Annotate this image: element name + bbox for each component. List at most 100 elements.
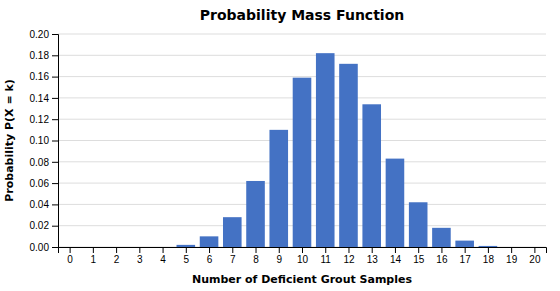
x-tick-label: 11: [321, 254, 332, 265]
x-tick-mark: [395, 247, 396, 253]
y-tick-mark: [52, 119, 58, 120]
x-tick-label: 14: [390, 254, 402, 265]
x-tick-label: 9: [276, 254, 282, 265]
y-tick-mark: [52, 226, 58, 227]
grid-line: [58, 76, 546, 77]
bar: [479, 246, 498, 247]
bar: [246, 181, 265, 247]
x-tick-label: 15: [413, 254, 425, 265]
x-tick-label: 2: [114, 254, 120, 265]
y-tick-mark: [52, 162, 58, 163]
y-tick-mark: [52, 55, 58, 56]
bar: [502, 247, 521, 248]
y-tick-label: 0.10: [30, 135, 50, 146]
x-tick: 11: [321, 247, 332, 265]
bar: [153, 247, 172, 248]
x-axis-line: [59, 248, 547, 254]
x-tick: 16: [436, 247, 448, 265]
x-tick-label: 20: [529, 254, 541, 265]
y-axis-title: Probability P(X = k): [3, 79, 16, 202]
bar: [293, 78, 312, 247]
y-tick-label: 0.18: [30, 50, 50, 61]
x-tick: 9: [276, 247, 282, 265]
y-tick: 0.12: [30, 114, 58, 125]
bar: [269, 130, 288, 247]
bar: [525, 247, 544, 248]
x-tick-mark: [163, 247, 164, 253]
bar: [60, 247, 79, 248]
x-tick-label: 3: [137, 254, 143, 265]
y-tick: 0.16: [30, 71, 58, 82]
y-tick: 0.02: [30, 220, 58, 231]
x-tick-label: 4: [160, 254, 166, 265]
x-tick-mark: [116, 247, 117, 253]
x-tick-mark: [186, 247, 187, 253]
x-tick: 5: [184, 247, 190, 265]
x-tick: 13: [367, 247, 379, 265]
y-tick-mark: [52, 141, 58, 142]
x-tick-mark: [348, 247, 349, 253]
x-tick-label: 18: [483, 254, 495, 265]
x-tick-mark: [93, 247, 94, 253]
x-tick-mark: [534, 247, 535, 253]
y-tick: 0.20: [30, 29, 58, 40]
x-tick-mark: [372, 247, 373, 253]
grid-line: [58, 55, 546, 56]
x-tick-label: 13: [367, 254, 379, 265]
x-tick-label: 17: [460, 254, 472, 265]
x-tick-mark: [256, 247, 257, 253]
x-tick-mark: [511, 247, 512, 253]
y-tick-label: 0.16: [30, 71, 50, 82]
x-tick: 20: [529, 247, 541, 265]
x-tick-mark: [465, 247, 466, 253]
y-tick-mark: [52, 183, 58, 184]
bar: [200, 236, 219, 247]
y-tick-mark: [52, 98, 58, 99]
bar: [455, 241, 474, 247]
x-tick-mark: [279, 247, 280, 253]
x-tick-mark: [418, 247, 419, 253]
y-tick-label: 0.00: [30, 242, 50, 253]
bar: [130, 247, 149, 248]
x-tick-label: 16: [436, 254, 448, 265]
y-axis-line: [52, 35, 59, 248]
bar: [107, 247, 126, 248]
x-tick: 4: [160, 247, 166, 265]
y-tick-label: 0.14: [30, 93, 50, 104]
x-tick-label: 1: [91, 254, 97, 265]
y-tick-label: 0.20: [30, 29, 50, 40]
x-tick-label: 8: [253, 254, 259, 265]
x-tick: 19: [506, 247, 518, 265]
bar: [84, 247, 103, 248]
x-tick: 17: [460, 247, 472, 265]
y-tick-mark: [52, 204, 58, 205]
bar: [223, 217, 242, 247]
x-tick-label: 5: [184, 254, 190, 265]
x-tick-mark: [209, 247, 210, 253]
y-tick: 0.10: [30, 135, 58, 146]
x-tick: 8: [253, 247, 259, 265]
bar: [316, 53, 335, 247]
x-tick: 14: [390, 247, 402, 265]
x-axis: 01234567891011121314151617181920: [59, 247, 547, 265]
y-tick: 0.18: [30, 50, 58, 61]
y-tick: 0.14: [30, 93, 58, 104]
x-tick-mark: [232, 247, 233, 253]
grid-line: [58, 34, 546, 35]
y-tick-label: 0.08: [30, 157, 50, 168]
x-tick-label: 6: [207, 254, 213, 265]
title: Probability Mass Function: [200, 7, 404, 23]
plot: 012345678910111213141516171819200.000.02…: [30, 29, 547, 265]
x-axis-title: Number of Deficient Grout Samples: [192, 273, 413, 286]
x-tick-mark: [441, 247, 442, 253]
y-tick: 0.00: [30, 242, 58, 253]
y-tick: 0.08: [30, 157, 58, 168]
y-tick-label: 0.12: [30, 114, 50, 125]
x-tick: 18: [483, 247, 495, 265]
y-tick-label: 0.04: [30, 199, 50, 210]
x-tick-label: 10: [297, 254, 309, 265]
y-axis: 0.000.020.040.060.080.100.120.140.160.18…: [30, 29, 59, 253]
x-tick-mark: [139, 247, 140, 253]
y-tick: 0.04: [30, 199, 58, 210]
x-tick: 1: [91, 247, 97, 265]
